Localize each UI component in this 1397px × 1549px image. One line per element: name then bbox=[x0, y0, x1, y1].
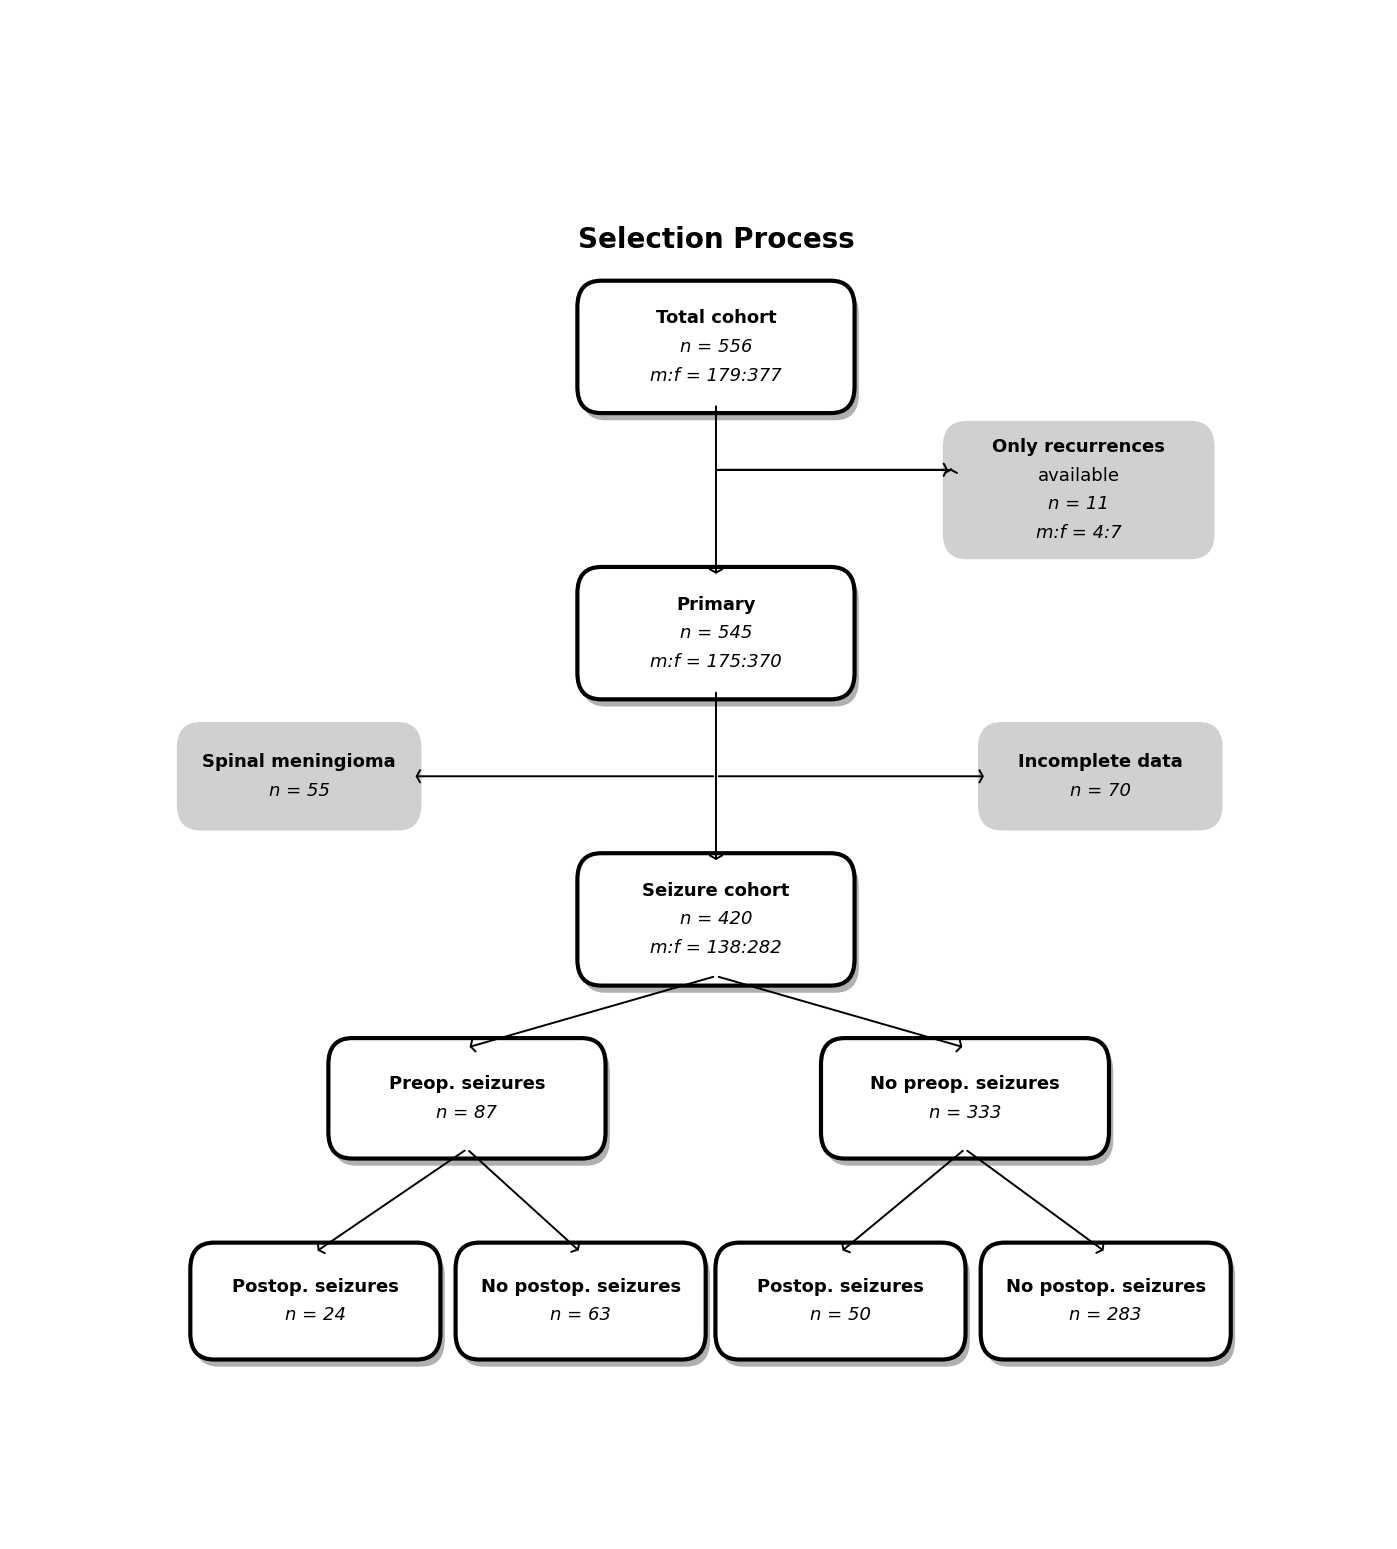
FancyBboxPatch shape bbox=[577, 280, 855, 414]
FancyBboxPatch shape bbox=[943, 421, 1214, 559]
FancyBboxPatch shape bbox=[328, 1038, 605, 1159]
FancyBboxPatch shape bbox=[577, 853, 855, 985]
Text: n = 545: n = 545 bbox=[680, 624, 752, 643]
Text: n = 70: n = 70 bbox=[1070, 782, 1130, 799]
FancyBboxPatch shape bbox=[581, 860, 859, 993]
FancyBboxPatch shape bbox=[715, 1242, 965, 1360]
FancyBboxPatch shape bbox=[190, 1242, 440, 1360]
Text: Primary: Primary bbox=[676, 595, 756, 613]
Text: Preop. seizures: Preop. seizures bbox=[388, 1075, 545, 1094]
FancyBboxPatch shape bbox=[581, 288, 859, 420]
Text: available: available bbox=[1038, 466, 1119, 485]
Text: Total cohort: Total cohort bbox=[655, 310, 777, 327]
Text: No postop. seizures: No postop. seizures bbox=[481, 1278, 680, 1297]
Text: n = 333: n = 333 bbox=[929, 1103, 1002, 1121]
Text: n = 87: n = 87 bbox=[436, 1103, 497, 1121]
FancyBboxPatch shape bbox=[194, 1250, 444, 1366]
FancyBboxPatch shape bbox=[826, 1046, 1113, 1166]
FancyBboxPatch shape bbox=[577, 567, 855, 699]
Text: n = 50: n = 50 bbox=[810, 1306, 870, 1324]
Text: n = 556: n = 556 bbox=[680, 338, 752, 356]
FancyBboxPatch shape bbox=[821, 1038, 1109, 1159]
FancyBboxPatch shape bbox=[719, 1250, 970, 1366]
Text: No preop. seizures: No preop. seizures bbox=[870, 1075, 1060, 1094]
Text: No postop. seizures: No postop. seizures bbox=[1006, 1278, 1206, 1297]
Text: n = 283: n = 283 bbox=[1070, 1306, 1141, 1324]
Text: m:f = 138:282: m:f = 138:282 bbox=[650, 939, 782, 957]
FancyBboxPatch shape bbox=[177, 722, 422, 830]
Text: m:f = 4:7: m:f = 4:7 bbox=[1035, 524, 1122, 542]
FancyBboxPatch shape bbox=[460, 1250, 710, 1366]
FancyBboxPatch shape bbox=[981, 1242, 1231, 1360]
Text: m:f = 175:370: m:f = 175:370 bbox=[650, 652, 782, 671]
Text: n = 420: n = 420 bbox=[680, 911, 752, 928]
Text: Spinal meningioma: Spinal meningioma bbox=[203, 753, 395, 771]
Text: Seizure cohort: Seizure cohort bbox=[643, 881, 789, 900]
Text: Incomplete data: Incomplete data bbox=[1018, 753, 1183, 771]
FancyBboxPatch shape bbox=[581, 575, 859, 706]
FancyBboxPatch shape bbox=[332, 1046, 610, 1166]
Text: Postop. seizures: Postop. seizures bbox=[232, 1278, 398, 1297]
Text: Postop. seizures: Postop. seizures bbox=[757, 1278, 923, 1297]
Text: Only recurrences: Only recurrences bbox=[992, 438, 1165, 455]
Text: Selection Process: Selection Process bbox=[577, 226, 855, 254]
FancyBboxPatch shape bbox=[985, 1250, 1235, 1366]
Text: n = 55: n = 55 bbox=[268, 782, 330, 799]
Text: n = 24: n = 24 bbox=[285, 1306, 346, 1324]
FancyBboxPatch shape bbox=[978, 722, 1222, 830]
Text: n = 63: n = 63 bbox=[550, 1306, 610, 1324]
Text: m:f = 179:377: m:f = 179:377 bbox=[650, 367, 782, 384]
FancyBboxPatch shape bbox=[455, 1242, 705, 1360]
Text: n = 11: n = 11 bbox=[1048, 496, 1109, 513]
